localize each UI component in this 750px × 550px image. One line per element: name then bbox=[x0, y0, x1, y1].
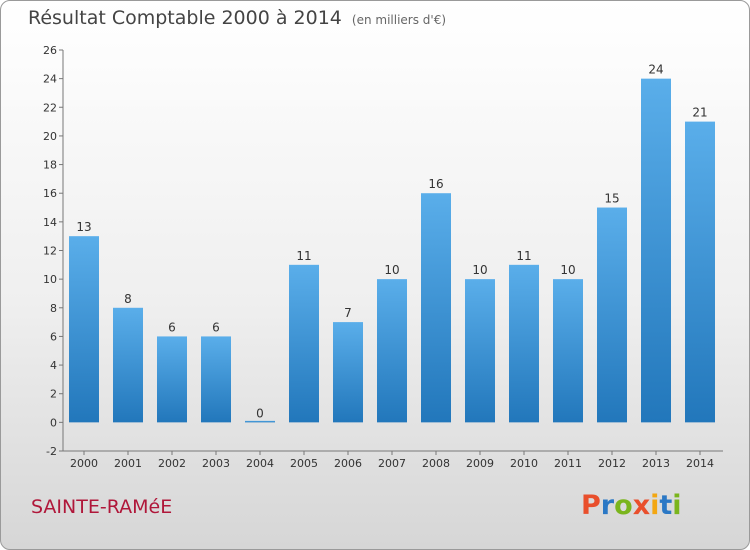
chart-title: Résultat Comptable 2000 à 2014 (en millie… bbox=[28, 7, 446, 29]
logo-letter: r bbox=[600, 490, 615, 521]
data-label: 10 bbox=[384, 263, 399, 277]
y-tick-label: 16 bbox=[43, 187, 57, 200]
x-tick-label: 2013 bbox=[642, 457, 670, 470]
bar-2003 bbox=[201, 336, 231, 423]
data-label: 8 bbox=[124, 292, 132, 306]
x-tick-label: 2004 bbox=[246, 457, 274, 470]
y-tick-label: 6 bbox=[50, 330, 57, 343]
x-tick-label: 2001 bbox=[114, 457, 142, 470]
y-tick-label: -2 bbox=[46, 445, 57, 458]
data-label: 10 bbox=[472, 263, 487, 277]
logo-letter: i bbox=[650, 490, 660, 521]
proxiti-logo[interactable]: Proxiti bbox=[581, 490, 682, 521]
bar-2012 bbox=[597, 207, 627, 423]
x-tick-label: 2009 bbox=[466, 457, 494, 470]
bar-2005 bbox=[289, 264, 319, 423]
data-label: 6 bbox=[212, 320, 220, 334]
chart-subtitle: (en milliers d'€) bbox=[351, 13, 447, 27]
y-tick-label: 0 bbox=[50, 416, 57, 429]
x-tick-label: 2007 bbox=[378, 457, 406, 470]
x-tick-label: 2012 bbox=[598, 457, 626, 470]
x-tick-label: 2002 bbox=[158, 457, 186, 470]
data-label: 0 bbox=[256, 406, 264, 420]
x-tick-label: 2006 bbox=[334, 457, 362, 470]
logo-letter: o bbox=[614, 490, 633, 521]
y-tick-label: 20 bbox=[43, 130, 57, 143]
y-tick-label: 26 bbox=[43, 44, 57, 57]
y-tick-label: 2 bbox=[50, 388, 57, 401]
bar-2014 bbox=[685, 121, 715, 423]
bar-2008 bbox=[421, 193, 451, 423]
data-label: 15 bbox=[604, 192, 619, 206]
data-label: 10 bbox=[560, 263, 575, 277]
x-tick-label: 2005 bbox=[290, 457, 318, 470]
data-label: 11 bbox=[516, 249, 531, 263]
city-name: SAINTE-RAMéE bbox=[31, 496, 173, 518]
bar-2010 bbox=[509, 264, 539, 423]
bar-2004 bbox=[245, 420, 275, 423]
y-tick-label: 4 bbox=[50, 359, 57, 372]
x-tick-label: 2014 bbox=[686, 457, 714, 470]
logo-letter: i bbox=[672, 490, 682, 521]
data-label: 6 bbox=[168, 320, 176, 334]
bar-2009 bbox=[465, 279, 495, 423]
data-label: 7 bbox=[344, 306, 352, 320]
y-tick-label: 8 bbox=[50, 302, 57, 315]
y-tick-label: 10 bbox=[43, 273, 57, 286]
y-tick-label: 14 bbox=[43, 216, 57, 229]
data-label: 13 bbox=[76, 220, 91, 234]
bar-2006 bbox=[333, 322, 363, 423]
x-tick-label: 2010 bbox=[510, 457, 538, 470]
y-tick-label: 22 bbox=[43, 101, 57, 114]
x-tick-label: 2008 bbox=[422, 457, 450, 470]
bar-2002 bbox=[157, 336, 187, 423]
logo-letter: P bbox=[581, 490, 601, 521]
data-label: 16 bbox=[428, 177, 443, 191]
bar-2013 bbox=[641, 78, 671, 423]
x-tick-label: 2000 bbox=[70, 457, 98, 470]
bars: 13 8 6 6 0 11 7 10 16 10 11 10 15 24 21 bbox=[69, 63, 715, 423]
bar-2007 bbox=[377, 279, 407, 423]
bar-2000 bbox=[69, 236, 99, 423]
bar-2011 bbox=[553, 279, 583, 423]
logo-letter: x bbox=[632, 490, 651, 521]
data-label: 24 bbox=[648, 63, 663, 77]
data-label: 21 bbox=[692, 106, 707, 120]
bar-2001 bbox=[113, 307, 143, 423]
data-label: 11 bbox=[296, 249, 311, 263]
chart-title-text: Résultat Comptable 2000 à 2014 bbox=[28, 7, 342, 29]
logo-letter: t bbox=[659, 490, 673, 521]
x-tick-label: 2011 bbox=[554, 457, 582, 470]
y-tick-label: 24 bbox=[43, 73, 57, 86]
x-tick-label: 2003 bbox=[202, 457, 230, 470]
y-tick-label: 18 bbox=[43, 159, 57, 172]
y-tick-label: 12 bbox=[43, 245, 57, 258]
